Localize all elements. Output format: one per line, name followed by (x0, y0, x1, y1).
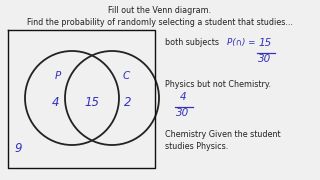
Text: Find the probability of randomly selecting a student that studies...: Find the probability of randomly selecti… (27, 18, 293, 27)
Text: P(∩) =: P(∩) = (227, 38, 255, 47)
Text: 15: 15 (258, 38, 272, 48)
Text: 30: 30 (258, 54, 272, 64)
Text: 2: 2 (124, 96, 132, 109)
Text: studies Physics.: studies Physics. (165, 142, 228, 151)
Text: Chemistry Given the student: Chemistry Given the student (165, 130, 281, 139)
Text: P: P (55, 71, 61, 81)
Text: Physics but not Chemistry.: Physics but not Chemistry. (165, 80, 271, 89)
Text: both subjects: both subjects (165, 38, 219, 47)
Text: 4: 4 (52, 96, 60, 109)
Text: C: C (122, 71, 130, 81)
Text: 9: 9 (14, 141, 22, 154)
Text: 30: 30 (176, 108, 190, 118)
Text: 4: 4 (180, 92, 186, 102)
Text: Fill out the Venn diagram.: Fill out the Venn diagram. (108, 6, 212, 15)
Text: 15: 15 (84, 96, 100, 109)
